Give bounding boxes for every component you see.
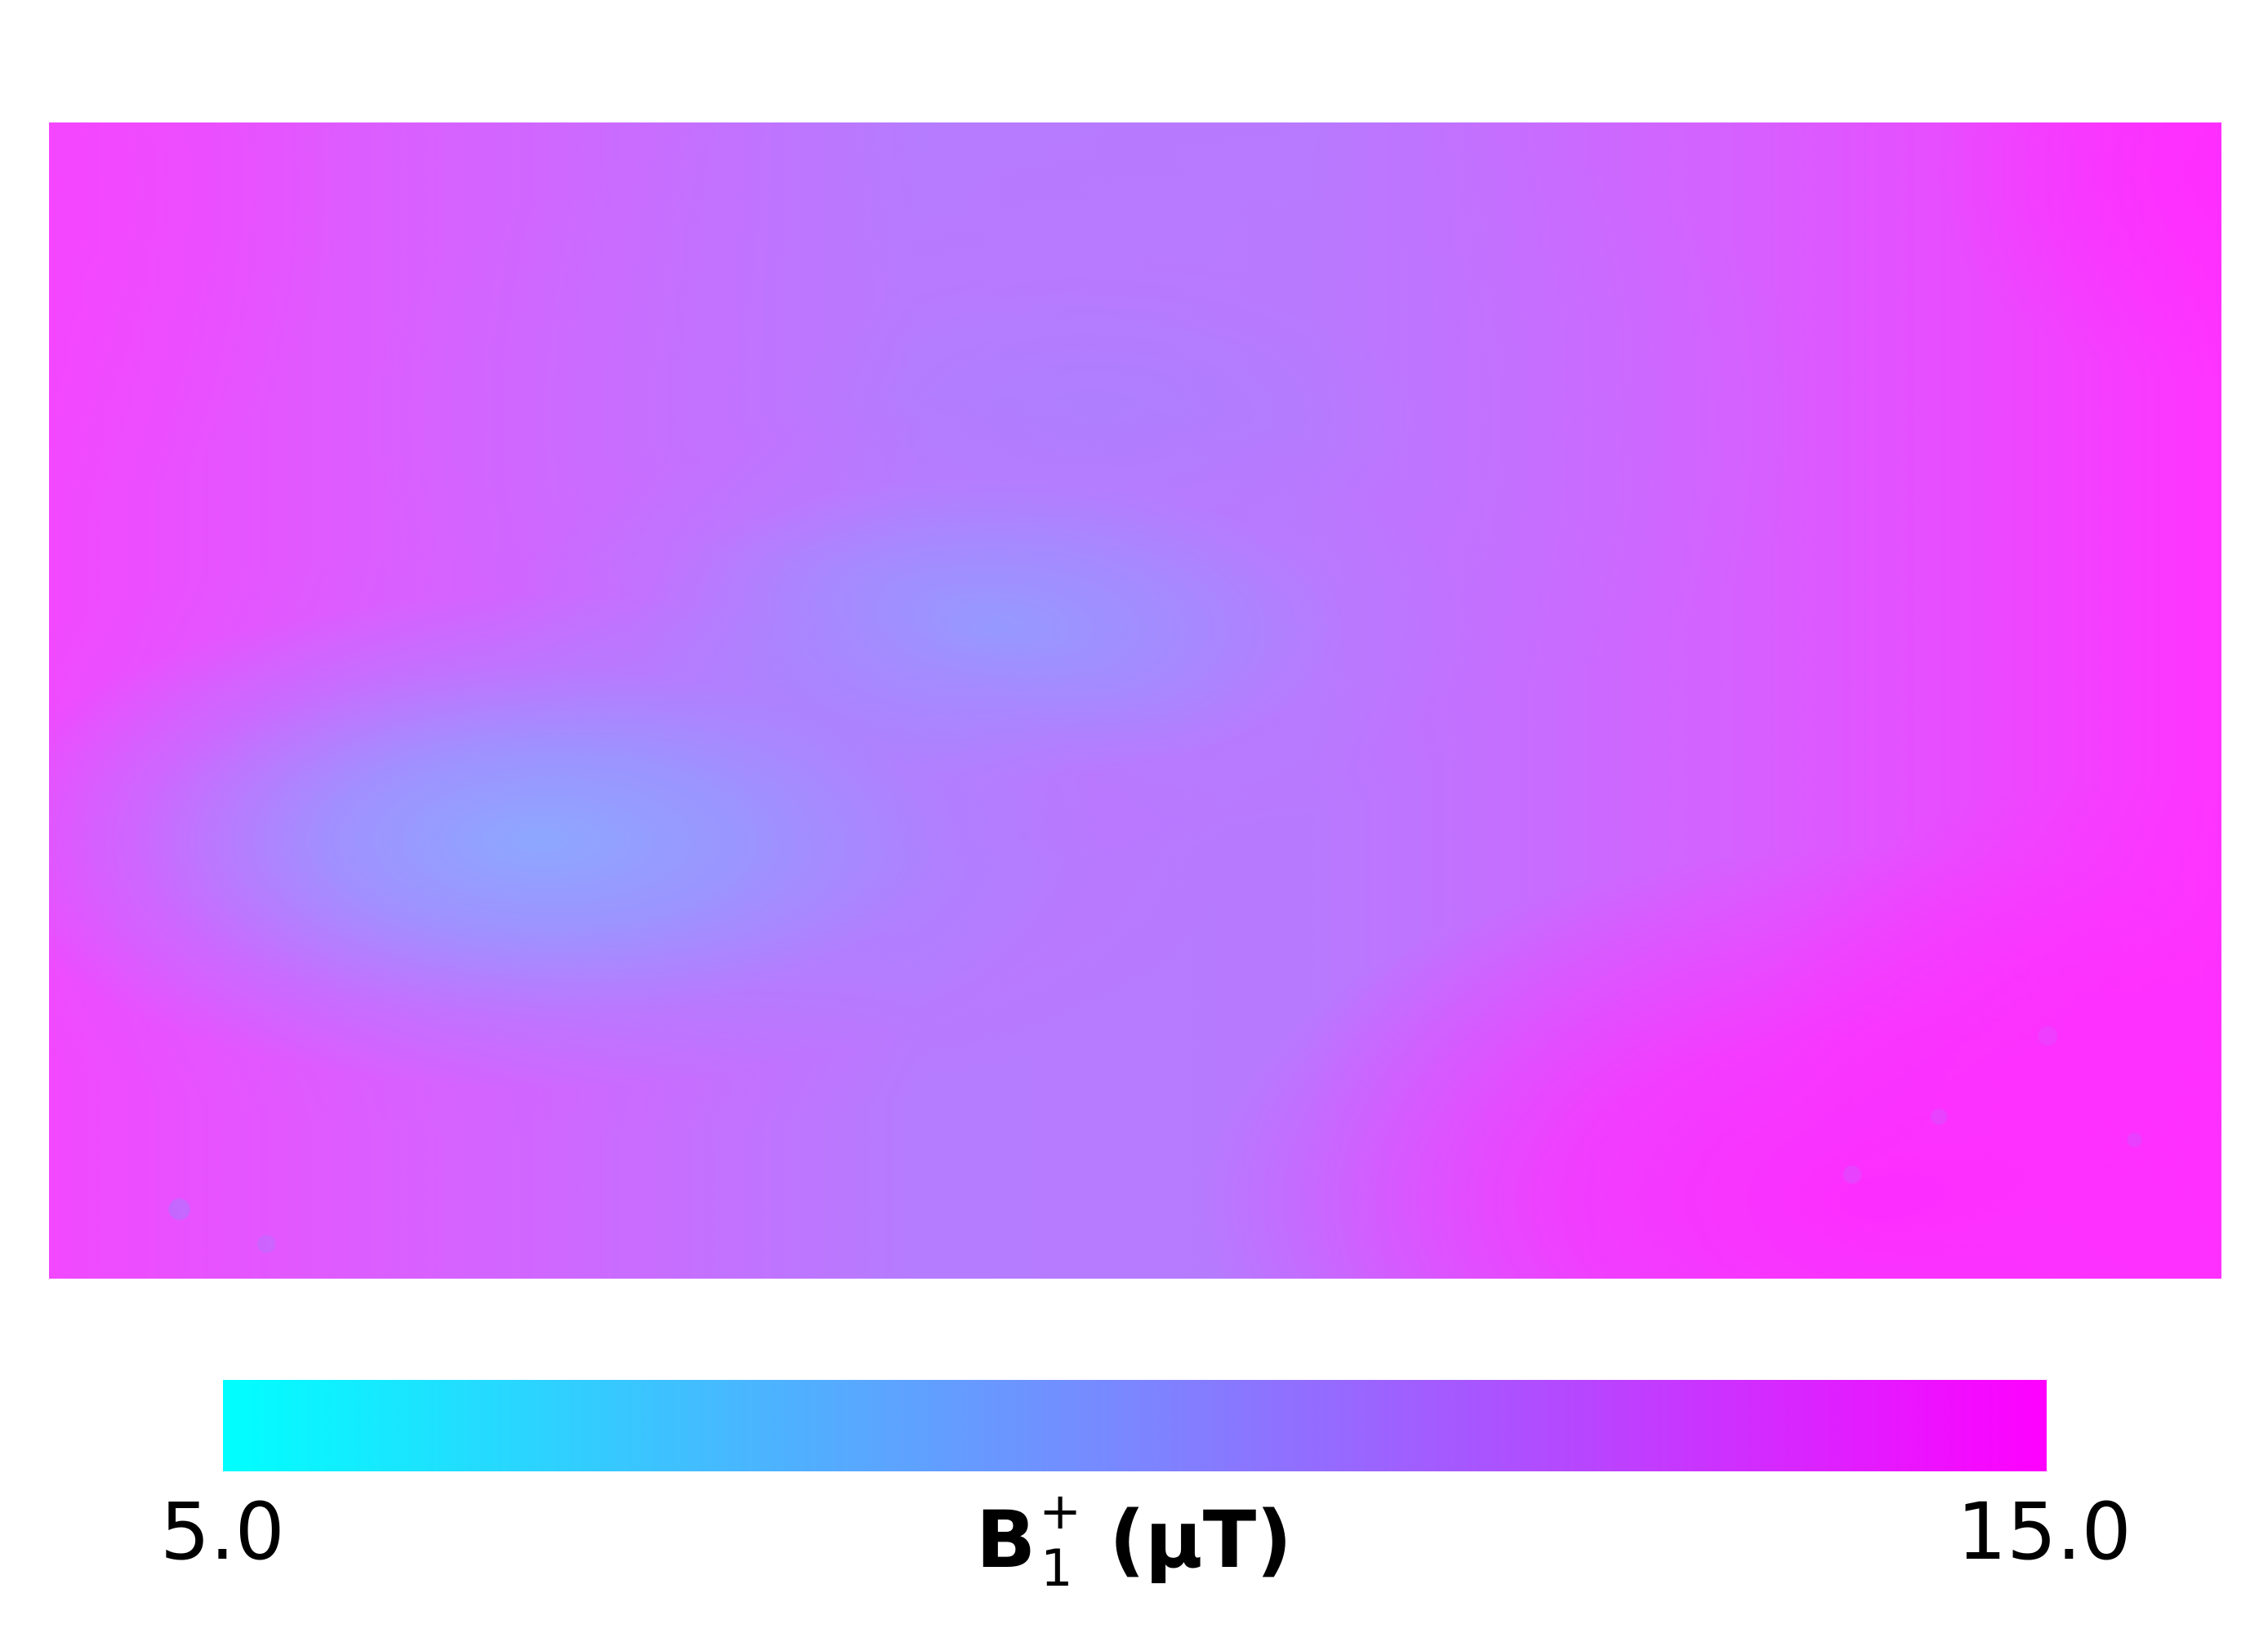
colorbar-label-unit: (μT) [1109,1494,1293,1586]
colorbar-label-subscript: 1 [1040,1538,1073,1598]
colorbar-label-main: B [976,1494,1036,1586]
colorbar-min-label: 5.0 [160,1486,285,1577]
heatmap-warm-region [49,122,2221,1279]
colorbar-max-label: 15.0 [1957,1486,2132,1577]
colorbar-gradient [223,1380,2047,1471]
colorbar [223,1380,2047,1471]
colorbar-label-superscript: + [1039,1481,1082,1541]
colorbar-axis-label: B +1 (μT) [976,1486,1293,1594]
colorbar-label-scripts: +1 [1039,1486,1085,1594]
field-map-heatmap [49,122,2221,1279]
heatmap-noise-speckle [49,122,2221,1279]
